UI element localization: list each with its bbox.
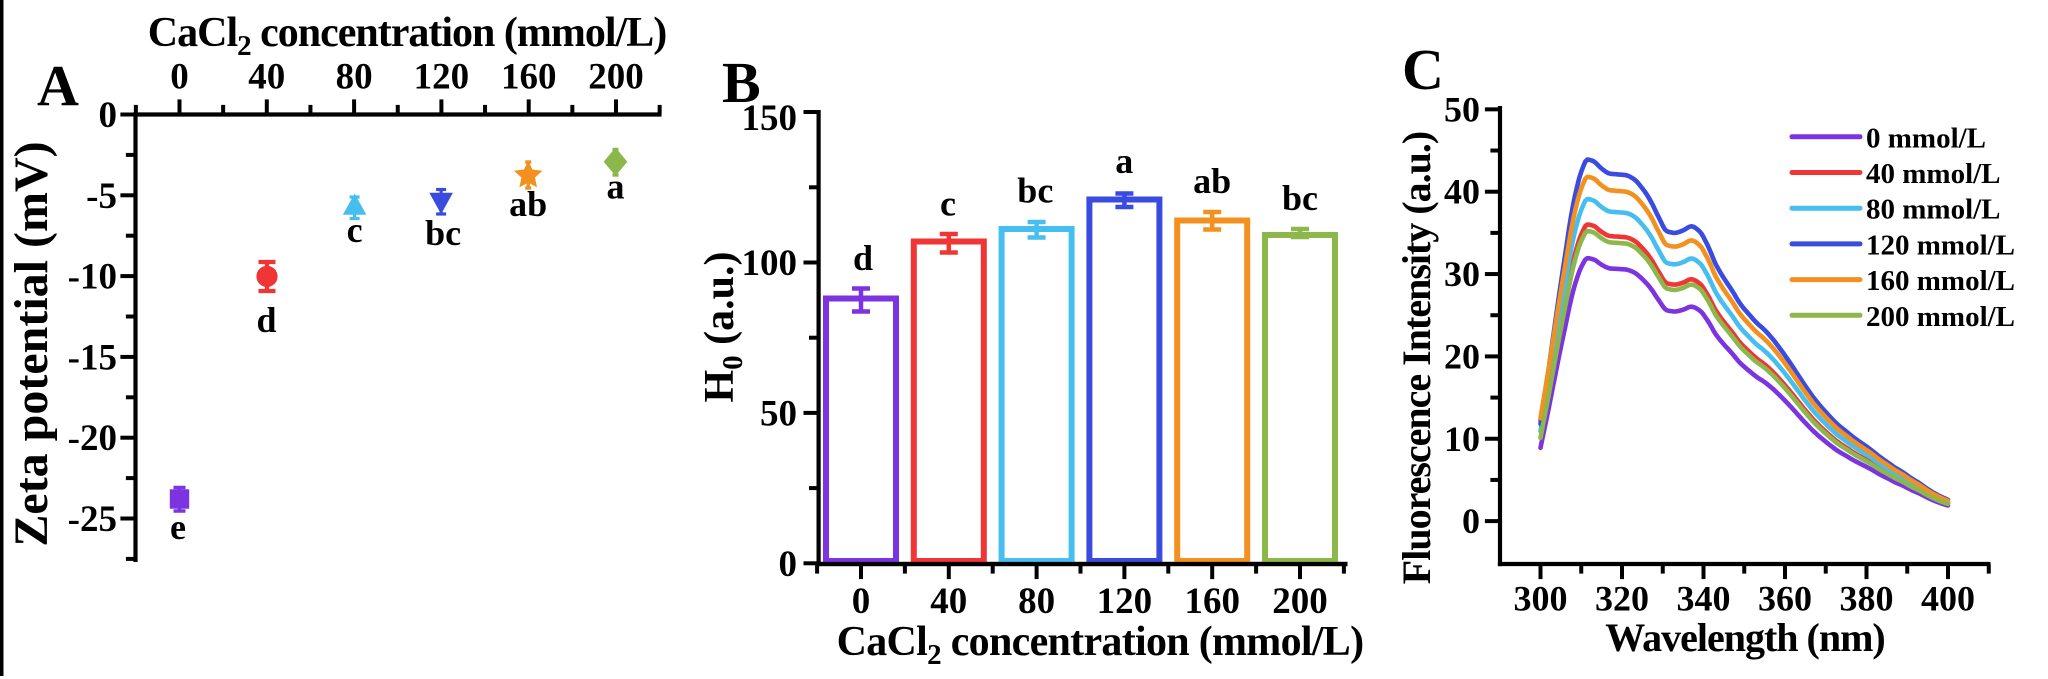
svg-text:bc: bc [425,213,461,253]
svg-text:120: 120 [414,57,470,98]
svg-text:100: 100 [742,243,798,284]
svg-text:Zeta potential (mV): Zeta potential (mV) [5,141,58,546]
svg-text:H0 (a.u.): H0 (a.u.) [697,251,749,402]
svg-text:d: d [256,300,276,340]
svg-text:bc: bc [1017,170,1053,210]
svg-text:400: 400 [1921,579,1975,619]
svg-text:200: 200 [1272,581,1328,622]
svg-text:0: 0 [779,544,798,585]
svg-text:0: 0 [852,581,871,622]
svg-text:ab: ab [509,184,547,224]
svg-text:160: 160 [501,57,557,98]
svg-text:120 mmol/L: 120 mmol/L [1866,229,2015,261]
svg-text:-20: -20 [68,418,117,459]
svg-text:c: c [940,184,956,224]
svg-text:0 mmol/L: 0 mmol/L [1866,122,1986,154]
svg-text:50: 50 [1444,89,1480,129]
svg-text:a: a [1115,141,1133,181]
svg-text:80: 80 [1018,581,1055,622]
svg-text:e: e [170,507,186,547]
svg-text:Wavelength (nm): Wavelength (nm) [1605,615,1884,660]
svg-text:160 mmol/L: 160 mmol/L [1866,265,2015,297]
svg-text:360: 360 [1758,579,1812,619]
svg-text:B: B [722,50,761,115]
svg-text:Fluorescence Intensity (a.u.): Fluorescence Intensity (a.u.) [1394,132,1439,584]
svg-text:30: 30 [1444,254,1480,294]
svg-text:c: c [347,210,363,250]
svg-text:120: 120 [1097,581,1153,622]
svg-text:300: 300 [1514,579,1568,619]
svg-text:a: a [607,167,625,207]
svg-text:-10: -10 [68,257,117,298]
svg-text:-25: -25 [68,499,117,540]
svg-text:40: 40 [248,57,285,98]
svg-text:0: 0 [99,95,118,136]
svg-text:200: 200 [588,57,644,98]
svg-text:200 mmol/L: 200 mmol/L [1866,301,2015,333]
svg-text:50: 50 [760,393,797,434]
svg-text:40: 40 [930,581,967,622]
svg-text:-5: -5 [86,176,117,217]
svg-text:40 mmol/L: 40 mmol/L [1866,158,2001,190]
svg-text:10: 10 [1444,419,1480,459]
svg-text:CaCl2 concentration (mmol/L): CaCl2 concentration (mmol/L) [148,10,666,62]
svg-text:150: 150 [742,98,798,139]
svg-text:-15: -15 [68,337,117,378]
svg-text:340: 340 [1677,579,1731,619]
svg-text:20: 20 [1444,336,1480,376]
svg-text:80: 80 [336,57,373,98]
svg-text:160: 160 [1184,581,1240,622]
svg-text:ab: ab [1193,161,1231,201]
svg-text:0: 0 [170,57,189,98]
svg-text:0: 0 [1462,501,1480,541]
svg-text:320: 320 [1595,579,1649,619]
svg-text:d: d [853,238,873,278]
svg-text:A: A [37,53,79,118]
svg-text:CaCl2 concentration (mmol/L): CaCl2 concentration (mmol/L) [837,619,1364,671]
svg-text:40: 40 [1444,172,1480,212]
svg-text:bc: bc [1282,178,1318,218]
svg-text:C: C [1402,37,1444,102]
svg-text:80 mmol/L: 80 mmol/L [1866,194,2001,226]
svg-text:380: 380 [1840,579,1894,619]
